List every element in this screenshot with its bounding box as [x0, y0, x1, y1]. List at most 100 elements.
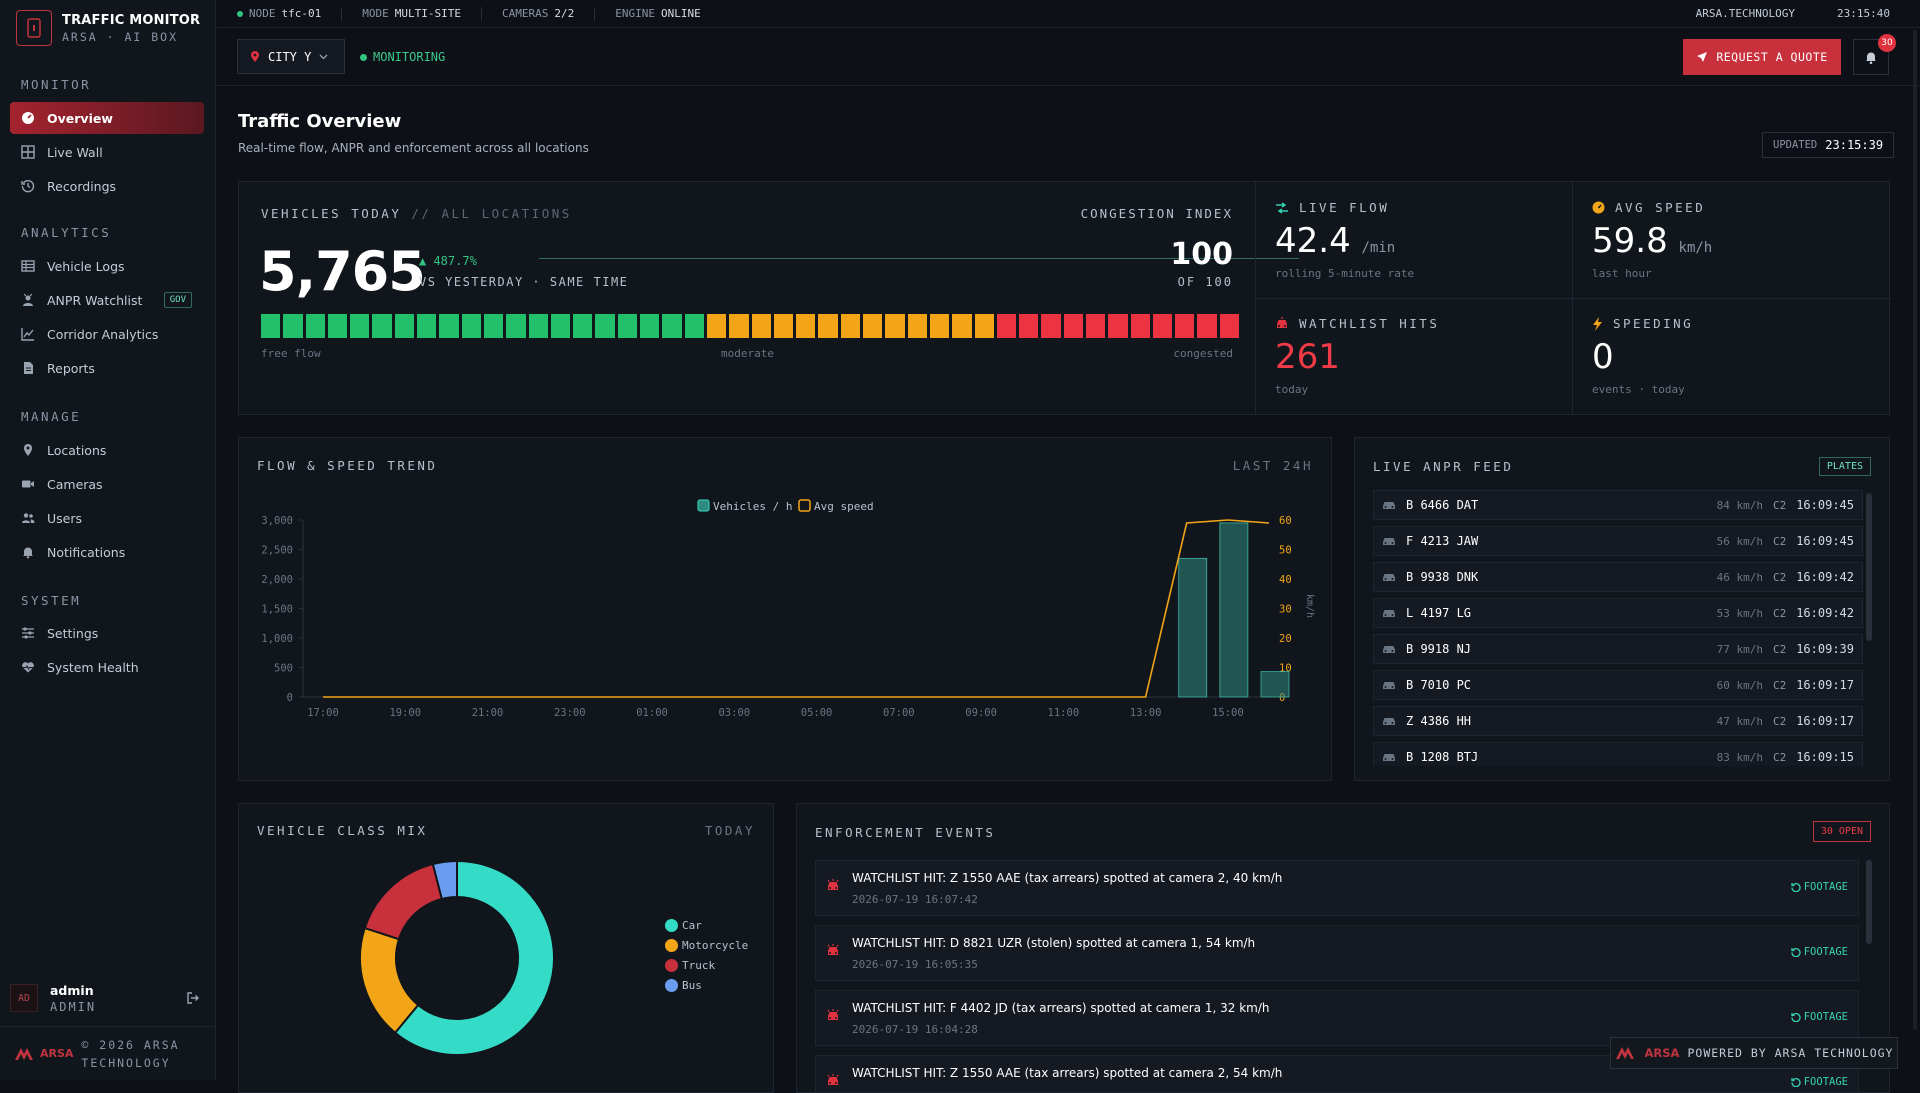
plate-speed: 56 km/h	[1716, 534, 1763, 548]
footage-button[interactable]: FOOTAGE	[1791, 946, 1848, 958]
sidebar-item-recordings[interactable]: Recordings	[10, 170, 204, 202]
flow-bar[interactable]	[1219, 522, 1249, 698]
plate-number: B 9918 NJ	[1406, 642, 1472, 656]
sidebar-item-live-wall[interactable]: Live Wall	[10, 136, 204, 168]
open-events-badge[interactable]: 30 OPEN	[1812, 821, 1871, 842]
donut-slice-bus[interactable]	[431, 859, 458, 901]
speeding-foot: events · today	[1592, 383, 1685, 396]
sidebar-item-users[interactable]: Users	[10, 502, 204, 534]
copyright-line2: TECHNOLOGY	[81, 1055, 171, 1070]
monitoring-label: MONITORING	[373, 50, 446, 64]
logout-icon[interactable]	[186, 991, 200, 1005]
request-quote-button[interactable]: REQUEST A QUOTE	[1683, 39, 1841, 75]
node-label: NODE	[249, 7, 276, 20]
footage-label: FOOTAGE	[1803, 1076, 1848, 1088]
sidebar-item-label: Recordings	[47, 178, 117, 194]
event-title: WATCHLIST HIT: Z 1550 AAE (tax arrears) …	[852, 1066, 1283, 1080]
congestion-segment	[1085, 314, 1106, 338]
notifications-button[interactable]: 30	[1853, 34, 1896, 75]
anpr-row[interactable]: F 4213 JAW 56 km/h C2 16:09:45	[1373, 526, 1863, 556]
cameras-status: CAMERAS 2/2	[482, 6, 596, 21]
flow-bar[interactable]	[1178, 557, 1208, 698]
copyright: ARSA © 2026 ARSA TECHNOLOGY	[0, 1026, 216, 1080]
anpr-scrollbar[interactable]	[1866, 493, 1872, 641]
vehicles-delta: ▲ 487.7%	[419, 254, 477, 268]
plate-time: 16:09:39	[1796, 642, 1854, 656]
donut-slice-car[interactable]	[393, 859, 555, 1056]
flow-bar[interactable]	[1260, 671, 1290, 698]
mode-label: MODE	[362, 7, 389, 20]
city-select[interactable]: CITY Y	[237, 39, 345, 74]
node-value: tfc-01	[281, 7, 322, 20]
enforcement-event[interactable]: WATCHLIST HIT: D 8821 UZR (stolen) spott…	[815, 925, 1859, 981]
legend-item[interactable]: Motorcycle	[665, 935, 748, 955]
donut-slice-truck[interactable]	[363, 862, 444, 941]
sidebar: TRAFFIC MONITOR ARSA · AI BOX MONITOR Ov…	[0, 0, 216, 1080]
user-profile[interactable]: AD admin ADMIN	[10, 980, 206, 1016]
legend-item[interactable]: Car	[665, 915, 748, 935]
enforcement-title: ENFORCEMENT EVENTS	[815, 825, 996, 840]
sidebar-item-vehicle-logs[interactable]: Vehicle Logs	[10, 250, 204, 282]
updated-label: UPDATED	[1773, 139, 1818, 151]
legend-label: Truck	[682, 958, 716, 972]
page-scrollbar[interactable]	[1913, 30, 1917, 1030]
footage-label: FOOTAGE	[1803, 1011, 1848, 1023]
congestion-segment	[929, 314, 950, 338]
sidebar-item-anpr-watchlist[interactable]: ANPR Watchlist GOV	[10, 284, 204, 316]
speed-line[interactable]	[323, 519, 1270, 698]
legend-label: Motorcycle	[682, 938, 749, 952]
sidebar-item-notifications[interactable]: Notifications	[10, 536, 204, 568]
powered-by-badge[interactable]: ARSA POWERED BY ARSA TECHNOLOGY	[1610, 1037, 1898, 1069]
sidebar-item-corridor-analytics[interactable]: Corridor Analytics	[10, 318, 204, 350]
plates-badge[interactable]: PLATES	[1818, 457, 1871, 476]
gauge-icon	[1592, 201, 1605, 214]
sidebar-item-system-health[interactable]: System Health	[10, 651, 204, 683]
nav-section-analytics: ANALYTICS	[21, 225, 112, 240]
pin-icon	[251, 51, 259, 62]
congestion-segment	[283, 314, 303, 338]
anpr-row[interactable]: B 9918 NJ 77 km/h C2 16:09:39	[1373, 634, 1863, 664]
congestion-segment	[773, 314, 794, 338]
scale-low: free flow	[261, 347, 321, 360]
footage-button[interactable]: FOOTAGE	[1791, 1011, 1848, 1023]
sidebar-item-locations[interactable]: Locations	[10, 434, 204, 466]
footage-button[interactable]: FOOTAGE	[1791, 881, 1848, 893]
sidebar-item-reports[interactable]: Reports	[10, 352, 204, 384]
anpr-row[interactable]: B 1208 BTJ 83 km/h C2 16:09:15	[1373, 742, 1863, 766]
congestion-value: 100	[1170, 237, 1233, 272]
enforcement-event[interactable]: WATCHLIST HIT: Z 1550 AAE (tax arrears) …	[815, 860, 1859, 916]
events-scrollbar[interactable]	[1866, 860, 1872, 944]
sidebar-item-overview[interactable]: Overview	[10, 102, 204, 134]
anpr-row[interactable]: B 7010 PC 60 km/h C2 16:09:17	[1373, 670, 1863, 700]
legend-item[interactable]: Bus	[665, 975, 748, 995]
enforcement-event[interactable]: WATCHLIST HIT: F 4402 JD (tax arrears) s…	[815, 990, 1859, 1046]
congestion-segment	[751, 314, 771, 338]
y2-tick-label: 60	[1279, 515, 1292, 527]
brand[interactable]: TRAFFIC MONITOR ARSA · AI BOX	[16, 10, 200, 46]
donut-slice-motorcycle[interactable]	[359, 926, 420, 1035]
replay-icon	[1791, 1078, 1801, 1087]
chart-legend[interactable]: Vehicles / h Avg speed	[697, 499, 874, 513]
event-time: 2026-07-19 16:05:35	[852, 958, 978, 971]
legend-swatch	[665, 978, 678, 992]
dashboard-icon	[22, 112, 34, 124]
status-dot	[360, 53, 367, 61]
anpr-row[interactable]: B 6466 DAT 84 km/h C2 16:09:45	[1373, 490, 1863, 520]
anpr-row[interactable]: L 4197 LG 53 km/h C2 16:09:42	[1373, 598, 1863, 628]
node-status: NODE tfc-01	[217, 6, 343, 21]
anpr-row[interactable]: Z 4386 HH 47 km/h C2 16:09:17	[1373, 706, 1863, 736]
y-tick-label: 2,500	[261, 545, 293, 557]
sidebar-item-label: Users	[47, 510, 83, 526]
legend-item[interactable]: Truck	[665, 955, 748, 975]
sidebar-item-settings[interactable]: Settings	[10, 617, 204, 649]
anpr-row[interactable]: B 9938 DNK 46 km/h C2 16:09:42	[1373, 562, 1863, 592]
congestion-segment	[1130, 314, 1150, 338]
anpr-list[interactable]: B 6466 DAT 84 km/h C2 16:09:45 F 4213 JAW 56 …	[1355, 490, 1889, 766]
sidebar-item-cameras[interactable]: Cameras	[10, 468, 204, 500]
footage-button[interactable]: FOOTAGE	[1791, 1076, 1848, 1088]
congestion-segment	[439, 314, 459, 338]
trend-range[interactable]: LAST 24H	[1232, 458, 1313, 473]
x-tick-label: 05:00	[801, 707, 833, 719]
legend-speed-label: Avg speed	[814, 500, 874, 513]
legend-swatch	[665, 918, 678, 932]
